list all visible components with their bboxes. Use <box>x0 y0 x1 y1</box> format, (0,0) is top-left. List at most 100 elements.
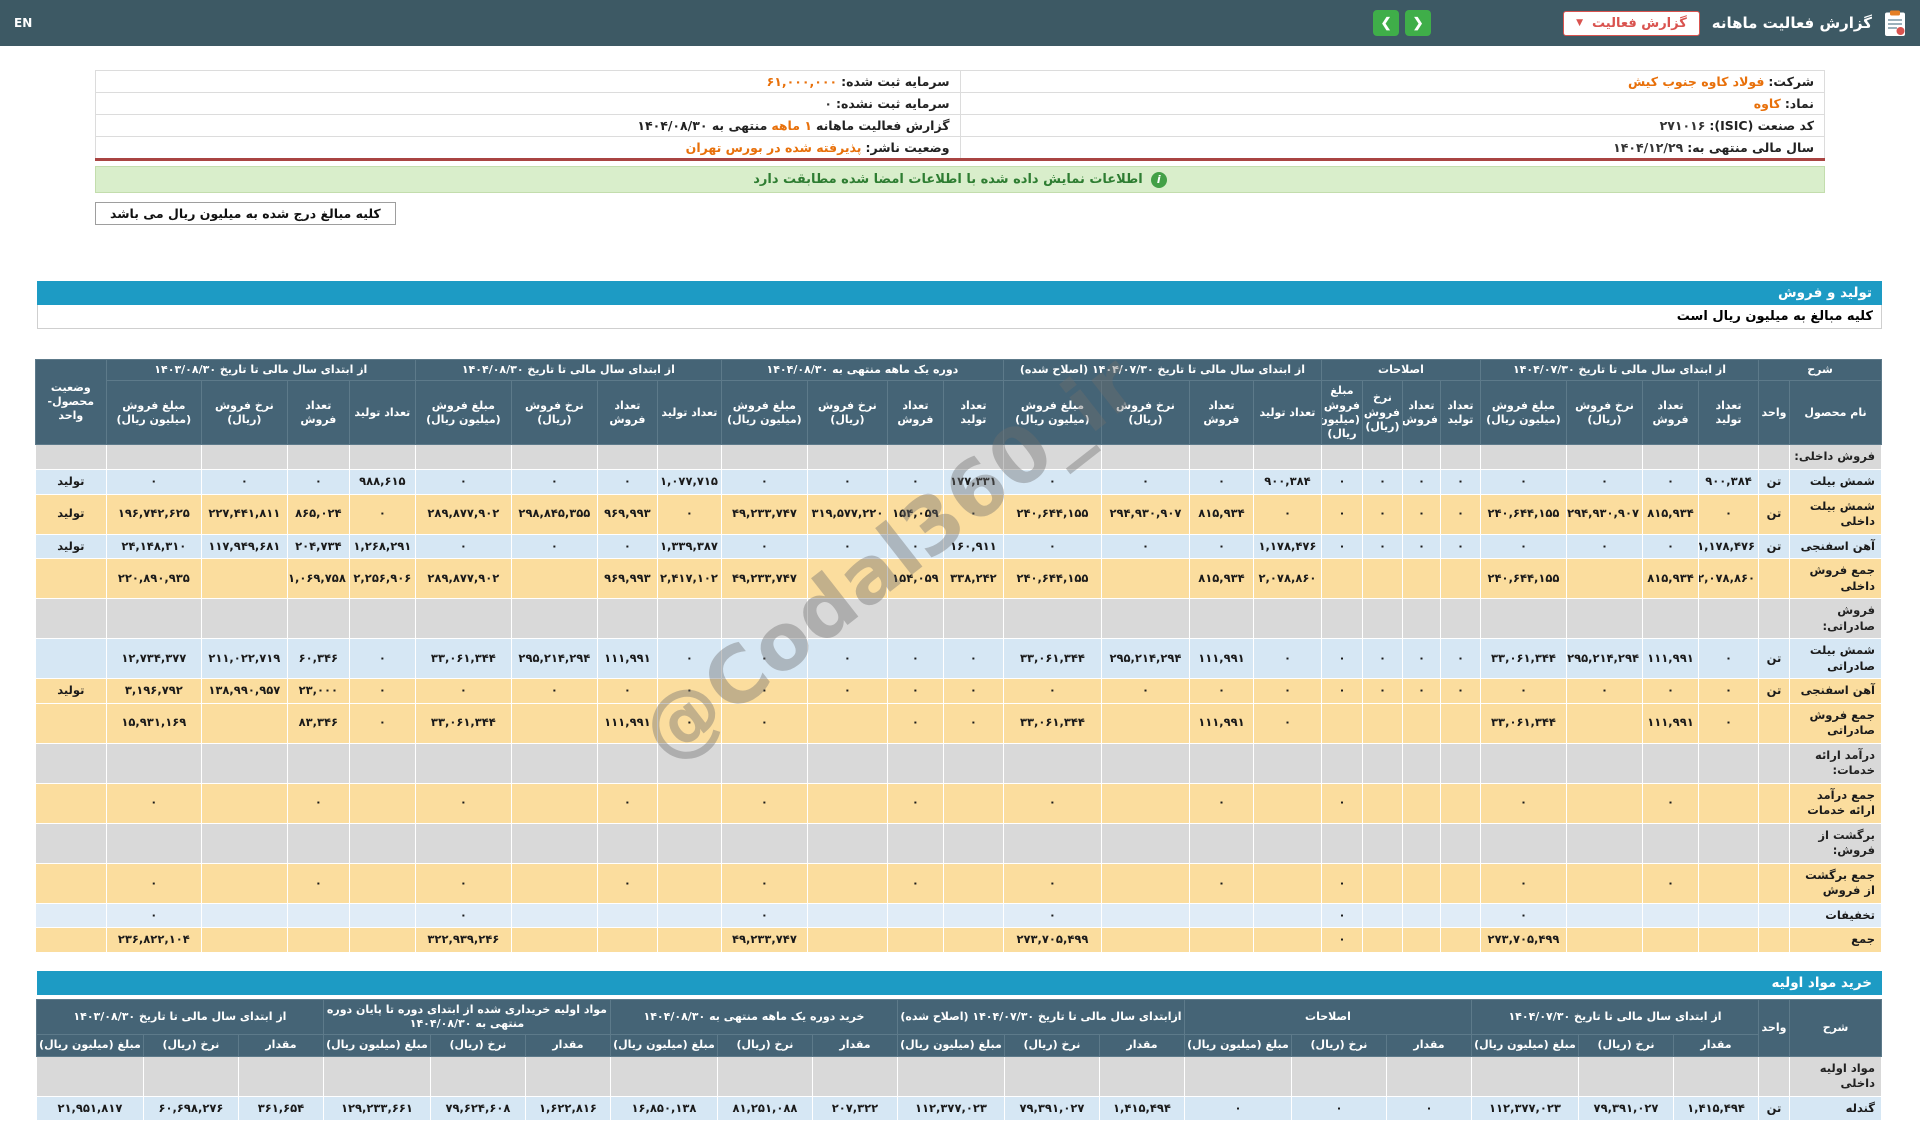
empty-cell <box>1758 444 1790 470</box>
status-cell: تولید <box>34 493 107 535</box>
empty-cell <box>886 742 944 784</box>
value-cell <box>806 902 888 929</box>
value-cell <box>1401 782 1441 824</box>
value-cell: ۴۹,۲۳۳,۷۴۷ <box>720 493 808 535</box>
value-cell: ۳۳,۰۶۱,۳۴۴ <box>414 638 512 680</box>
empty-cell <box>34 822 107 864</box>
value-cell: ۰ <box>886 638 944 680</box>
value-cell: ۰ <box>1290 1095 1387 1121</box>
production-table: شرح از ابتدای سال مالی تا تاریخ ۱۴۰۴/۰۷/۳… <box>34 358 1882 953</box>
report-period-value: ۱ ماهه <box>771 118 812 133</box>
empty-cell <box>524 1055 611 1097</box>
value-cell: ۰ <box>1642 678 1699 704</box>
table-row: آهن اسفنجی تن ۰ ۰ ۰ ۰ ۰ ۰ ۰ ۰ ۰ ۰ ۰ ۰ ۰ ۰ ۰ ۰ ۰ ۰ ۰ ۰ ۰ ۲۳,۰۰۰ ۱… <box>34 678 1882 704</box>
value-cell <box>510 862 598 904</box>
table-row: جمع ۲۷۳,۷۰۵,۴۹۹ ۰ ۲۷۳,۷۰۵,۴۹۹ ۴۹,۲۳۳,۷۴۷ ۳۲۲,… <box>34 927 1882 953</box>
empty-cell <box>720 444 808 470</box>
column-header: نرخ (ریال) <box>1578 1034 1674 1057</box>
column-header: مقدار <box>1098 1034 1185 1057</box>
value-cell: ۰ <box>1479 533 1568 560</box>
empty-cell <box>1578 1055 1674 1097</box>
value-cell: ۰ <box>1566 533 1643 560</box>
chevron-down-icon: ▼ <box>1576 17 1584 28</box>
value-cell: ۱,۴۱۵,۴۹۴ <box>1098 1095 1185 1121</box>
value-cell: ۸۶۵,۰۲۴ <box>286 493 350 535</box>
topbar: گزارش فعالیت ماهانه گزارش فعالیت ▼ ❮ ❯ E… <box>0 0 1920 46</box>
empty-cell <box>1566 444 1643 470</box>
empty-cell <box>1401 598 1441 640</box>
value-cell <box>1439 702 1481 744</box>
value-cell <box>656 902 722 929</box>
column-group: از ابتدای سال مالی تا تاریخ ۱۴۰۳/۰۸/۳۰ <box>105 358 416 382</box>
value-cell <box>1566 702 1643 744</box>
value-cell: ۱,۰۷۷,۷۱۵ <box>656 469 722 495</box>
column-header: نرخ (ریال) <box>1290 1034 1387 1057</box>
empty-cell <box>1188 742 1254 784</box>
empty-cell <box>1385 1055 1472 1097</box>
empty-cell <box>942 444 1004 470</box>
empty-cell <box>656 822 722 864</box>
empty-cell <box>510 598 598 640</box>
empty-cell <box>942 598 1004 640</box>
page-title: گزارش فعالیت ماهانه <box>1711 14 1872 32</box>
empty-cell <box>142 1055 239 1097</box>
value-cell: ۰ <box>1002 902 1102 929</box>
value-cell: ۰ <box>656 702 722 744</box>
empty-cell <box>1439 444 1481 470</box>
next-report-button[interactable]: ❯ <box>1405 10 1432 36</box>
value-cell: ۰ <box>200 469 288 495</box>
column-group: ازابتدای سال مالی تا تاریخ ۱۴۰۴/۰۷/۳۰ (ا… <box>896 998 1185 1036</box>
value-cell: ۸۳,۳۴۶ <box>286 702 350 744</box>
signed-info-banner: i اطلاعات نمایش داده شده با اطلاعات امضا… <box>95 166 1825 193</box>
empty-cell <box>596 822 658 864</box>
value-cell: ۲۲۰,۸۹۰,۹۳۵ <box>105 558 202 600</box>
value-cell: ۰ <box>1320 782 1363 824</box>
value-cell <box>1439 558 1481 600</box>
isic-value: ۲۷۱۰۱۶ <box>1659 118 1706 133</box>
report-type-dropdown[interactable]: گزارش فعالیت ▼ <box>1563 10 1700 36</box>
empty-cell <box>286 822 350 864</box>
previous-report-button[interactable]: ❮ <box>1373 10 1400 36</box>
value-cell: ۰ <box>348 702 416 744</box>
empty-cell <box>429 1055 526 1097</box>
value-cell: ۳۲۲,۹۳۹,۲۴۶ <box>414 927 512 953</box>
value-cell <box>886 927 944 953</box>
report-navigation: ❮ ❯ <box>1373 10 1432 36</box>
value-cell <box>656 927 722 953</box>
value-cell: ۰ <box>1439 638 1481 680</box>
column-header-status: وضعیت محصول-واحد <box>34 358 107 446</box>
value-cell: ۰ <box>286 469 350 495</box>
value-cell: ۰ <box>1188 862 1254 904</box>
section-label: برگشت از فروش: <box>1789 822 1882 864</box>
value-cell <box>1566 862 1643 904</box>
value-cell <box>1252 862 1322 904</box>
value-cell: ۰ <box>1252 678 1322 704</box>
value-cell: ۰ <box>1361 533 1403 560</box>
product-name: جمع <box>1789 927 1882 953</box>
value-cell: ۱,۰۶۹,۷۵۸ <box>286 558 350 600</box>
column-header: تعداد فروش <box>886 380 944 446</box>
value-cell: ۹۶۹,۹۹۳ <box>596 493 658 535</box>
section-row: درآمد ارائه خدمات: <box>34 742 1882 784</box>
value-cell: ۱۹۶,۷۴۲,۶۲۵ <box>105 493 202 535</box>
value-cell <box>1698 927 1759 953</box>
value-cell <box>1361 902 1403 929</box>
language-toggle-en[interactable]: EN <box>14 16 33 30</box>
value-cell: ۰ <box>1479 469 1568 495</box>
value-cell: ۲۷۳,۷۰۵,۴۹۹ <box>1479 927 1568 953</box>
unit-cell <box>1758 782 1790 824</box>
value-cell: ۲۳۶,۸۲۲,۱۰۴ <box>105 927 202 953</box>
value-cell: ۰ <box>1401 678 1441 704</box>
value-cell <box>1566 782 1643 824</box>
empty-cell <box>1566 598 1643 640</box>
value-cell <box>1320 702 1363 744</box>
table-row: تخفیفات ۰ ۰ ۰ ۰ ۰ ۰ <box>34 902 1882 929</box>
empty-cell <box>1758 598 1790 640</box>
value-cell: ۰ <box>1188 469 1254 495</box>
fiscal-year-label: سال مالی منتهی به: <box>1687 140 1814 155</box>
empty-cell <box>1401 822 1441 864</box>
empty-cell <box>1098 1055 1185 1097</box>
empty-cell <box>806 742 888 784</box>
empty-cell <box>105 742 202 784</box>
value-cell: ۰ <box>1642 862 1699 904</box>
